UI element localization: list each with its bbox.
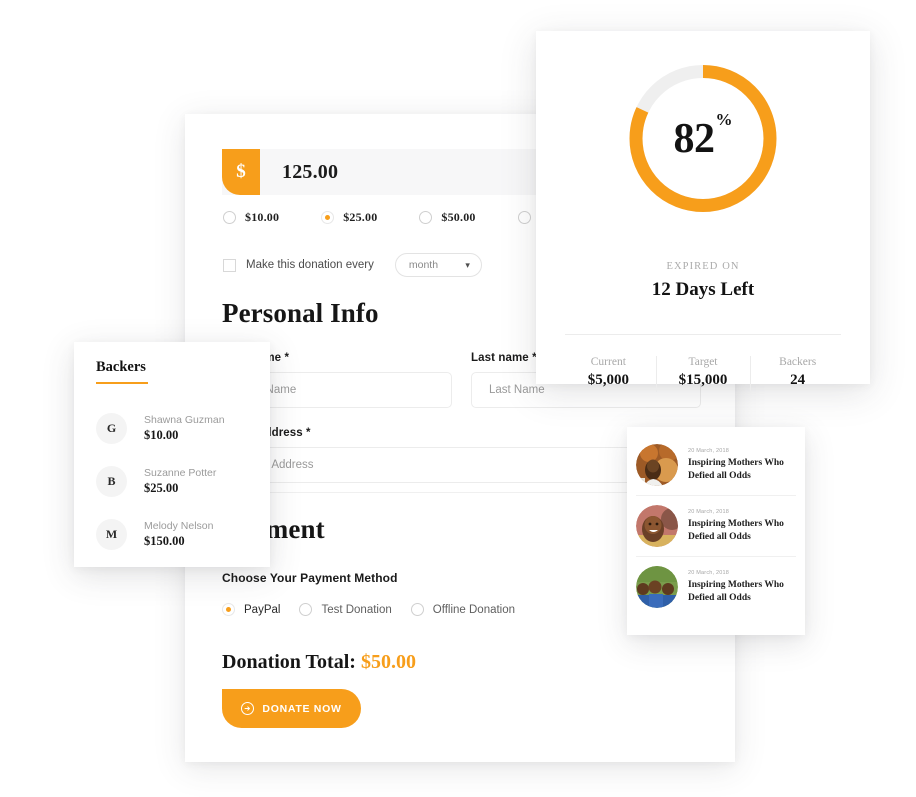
stat-label: Current [590, 356, 626, 368]
payment-method-label: Test Donation [321, 603, 392, 616]
days-left-value: 12 Days Left [651, 279, 755, 300]
email-address-field: Email Address * Email Address [222, 427, 701, 483]
radio-icon[interactable] [410, 603, 424, 616]
payment-method-group: PayPal Test Donation Offline Donation [222, 603, 534, 616]
personal-info-title: Personal Info [222, 298, 379, 328]
payment-method-label: Offline Donation [432, 603, 516, 616]
avatar: G [96, 413, 127, 444]
backer-meta: Melody Nelson $150.00 [144, 520, 213, 549]
avatar: B [96, 466, 127, 497]
stat-backers: Backers 24 [750, 356, 845, 392]
donut-center-value: 82 % [623, 58, 784, 219]
list-item[interactable]: 20 March, 2018 Inspiring Mothers Who Def… [636, 556, 796, 617]
recurring-label: Make this donation every [246, 259, 374, 271]
backers-list: G Shawna Guzman $10.00 B Suzanne Potter … [96, 402, 261, 561]
donation-total-amount: $50.00 [360, 651, 416, 673]
last-name-label: Last name * [471, 352, 537, 364]
backer-amount: $150.00 [144, 534, 185, 548]
section-divider [185, 492, 735, 493]
list-item[interactable]: G Shawna Guzman $10.00 [96, 402, 261, 455]
news-thumbnail-photo [636, 444, 678, 486]
donate-now-label: DONATE NOW [262, 702, 342, 715]
latest-news-card: 20 March, 2018 Inspiring Mothers Who Def… [627, 427, 805, 635]
news-body: 20 March, 2018 Inspiring Mothers Who Def… [688, 570, 796, 605]
payment-method-test-donation[interactable]: Test Donation [299, 603, 392, 616]
news-thumbnail-photo [636, 505, 678, 547]
list-item[interactable]: 20 March, 2018 Inspiring Mothers Who Def… [636, 435, 796, 495]
recurring-period-value: month [408, 259, 439, 271]
news-headline[interactable]: Inspiring Mothers Who Defied all Odds [688, 457, 784, 481]
preset-label: $10.00 [245, 210, 280, 224]
progress-percent-number: 82 [673, 115, 716, 162]
preset-amount-50[interactable]: $50.00 [419, 210, 475, 225]
stat-value: $15,000 [678, 372, 728, 388]
backers-card: Backers G Shawna Guzman $10.00 B Suzanne… [74, 342, 270, 567]
radio-selected-icon[interactable] [321, 211, 335, 224]
email-address-input[interactable]: Email Address [222, 447, 701, 483]
radio-icon[interactable] [223, 211, 236, 224]
preset-label: $25.00 [343, 210, 378, 224]
list-item[interactable]: M Melody Nelson $150.00 [96, 508, 261, 561]
recurring-checkbox[interactable] [223, 258, 236, 272]
radio-icon[interactable] [517, 211, 531, 224]
stat-label: Backers [779, 356, 817, 368]
avatar: M [96, 519, 127, 550]
donation-amount-value[interactable]: 125.00 [282, 160, 339, 183]
stat-label: Target [688, 356, 718, 368]
backer-name: Suzanne Potter [144, 467, 217, 479]
stat-current: Current $5,000 [561, 356, 656, 389]
donation-total-label: Donation Total: [222, 651, 356, 673]
backer-meta: Shawna Guzman $10.00 [144, 414, 225, 443]
payment-method-offline-donation[interactable]: Offline Donation [410, 603, 516, 616]
backers-title-underline [96, 382, 148, 385]
stats-divider [565, 334, 841, 335]
choose-payment-method-label: Choose Your Payment Method [222, 571, 398, 585]
recurring-donation-row: Make this donation every month ▾ [223, 253, 482, 277]
stat-value: $5,000 [587, 372, 629, 388]
expired-on-label: EXPIRED ON [666, 261, 740, 272]
donation-total: Donation Total: $50.00 [222, 651, 416, 674]
news-body: 20 March, 2018 Inspiring Mothers Who Def… [688, 509, 796, 544]
news-date: 20 March, 2018 [688, 569, 730, 576]
list-item[interactable]: 20 March, 2018 Inspiring Mothers Who Def… [636, 495, 796, 556]
currency-symbol-icon: $ [222, 149, 260, 195]
backers-title: Backers [96, 359, 146, 375]
list-item[interactable]: B Suzanne Potter $25.00 [96, 455, 261, 508]
news-date: 20 March, 2018 [688, 508, 730, 515]
news-body: 20 March, 2018 Inspiring Mothers Who Def… [688, 448, 796, 483]
stat-target: Target $15,000 [655, 356, 751, 392]
backer-name: Melody Nelson [144, 520, 214, 532]
recurring-period-select[interactable]: month ▾ [394, 253, 482, 277]
stats-grid: Current $5,000 Target $15,000 Backers 24 [561, 356, 845, 392]
preset-amount-10[interactable]: $10.00 [223, 210, 279, 225]
radio-selected-icon[interactable] [222, 603, 235, 616]
backer-meta: Suzanne Potter $25.00 [144, 467, 216, 496]
preset-amount-25[interactable]: $25.00 [321, 210, 377, 225]
funding-progress-donut-chart: 82 % [623, 58, 784, 219]
radio-icon[interactable] [419, 211, 433, 224]
payment-method-label: PayPal [244, 603, 281, 616]
payment-method-paypal[interactable]: PayPal [222, 603, 280, 616]
news-thumbnail-photo [636, 566, 678, 608]
backer-amount: $10.00 [144, 428, 179, 442]
news-headline[interactable]: Inspiring Mothers Who Defied all Odds [688, 579, 784, 603]
backer-name: Shawna Guzman [144, 414, 225, 426]
stat-value: 24 [790, 372, 806, 388]
radio-icon[interactable] [299, 603, 313, 616]
donate-now-button[interactable]: DONATE NOW [222, 689, 361, 728]
campaign-stats-card: 82 % EXPIRED ON 12 Days Left Current $5,… [536, 31, 870, 392]
percent-sign: % [715, 110, 733, 129]
backer-amount: $25.00 [144, 481, 179, 495]
arrow-right-circle-icon [241, 702, 255, 715]
news-headline[interactable]: Inspiring Mothers Who Defied all Odds [688, 518, 784, 542]
news-list: 20 March, 2018 Inspiring Mothers Who Def… [636, 435, 796, 617]
news-date: 20 March, 2018 [688, 447, 730, 454]
chevron-down-icon: ▾ [465, 259, 470, 270]
preset-label: $50.00 [441, 210, 476, 224]
